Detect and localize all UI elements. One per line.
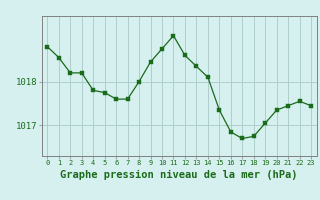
X-axis label: Graphe pression niveau de la mer (hPa): Graphe pression niveau de la mer (hPa) xyxy=(60,170,298,180)
